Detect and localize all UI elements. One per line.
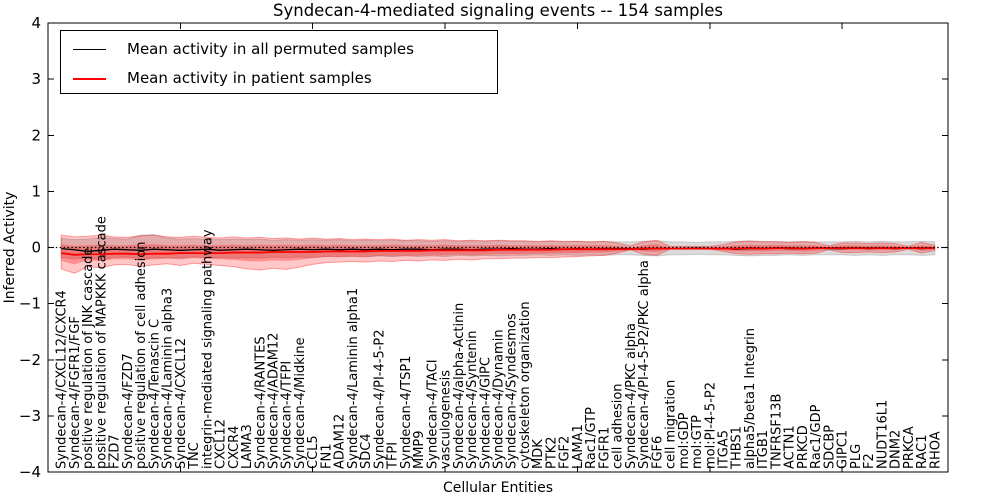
legend-item-label: Mean activity in patient samples (127, 69, 372, 87)
x-tick-label: Syndecan-4/TFPI (280, 361, 295, 469)
y-tick-label: −4 (19, 463, 41, 481)
x-tick-label: Syndecan-4/FZD7 (121, 353, 136, 469)
y-tick-label: 1 (31, 182, 41, 200)
x-tick-label: SDC4 (359, 433, 374, 469)
x-tick-label: THBS1 (730, 426, 745, 470)
x-tick-label: NUDT16L1 (875, 400, 890, 469)
x-tick-label: Syndecan-4/alpha-Actinin (452, 303, 467, 469)
y-tick-label: −1 (19, 295, 41, 313)
legend-item: Mean activity in all permuted samples (73, 35, 497, 64)
x-tick-label: Syndecan-4/FGFR1/FGF (68, 316, 83, 469)
x-tick-label: RAC1 (915, 434, 930, 469)
x-tick-label: Syndecan-4/CXCL12 (174, 338, 189, 469)
y-tick-label: 4 (31, 14, 41, 32)
x-tick-label: Syndecan-4/RANTES (253, 336, 268, 469)
x-tick-label: LAMA1 (571, 424, 586, 469)
x-tick-label: FN1 (319, 444, 334, 469)
x-tick-label: F2 (862, 453, 877, 469)
x-tick-label: positive regulation of MAPKKK cascade (94, 216, 109, 469)
y-axis-label: Inferred Activity (2, 192, 18, 304)
x-tick-label: SDCBP (822, 425, 837, 469)
x-tick-label: TNFRSF13B (769, 394, 784, 470)
x-tick-label: PRKCA (902, 426, 917, 469)
x-tick-label: Syndecan-4/PI-4-5-P2 (372, 329, 387, 469)
x-tick-label: FGF6 (650, 436, 665, 469)
y-tick-label: 2 (31, 126, 41, 144)
x-axis-label: Cellular Entities (443, 480, 553, 496)
legend: Mean activity in all permuted samples Me… (60, 30, 498, 94)
x-tick-label: integrin-mediated signaling pathway (200, 229, 215, 469)
x-tick-label: vasculogenesis (439, 370, 454, 469)
x-tick-label: cell migration (664, 380, 679, 469)
x-tick-label: positive regulation of JNK cascade (81, 248, 96, 469)
x-tick-label: Syndecan-4/Midkine (293, 337, 308, 469)
x-tick-label: PRKCD (796, 425, 811, 469)
x-tick-label: FZD7 (108, 434, 123, 469)
x-tick-label: FGFR1 (597, 427, 612, 469)
x-tick-label: CXCL12 (214, 419, 229, 469)
x-tick-label: Syndecan-4/PKC alpha (624, 323, 639, 469)
x-tick-label: CCL5 (306, 435, 321, 469)
x-tick-label: mol:PI-4-5-P2 (703, 382, 718, 469)
x-tick-label: Syndecan-4/Tenascin C (147, 319, 162, 469)
x-tick-label: Syndecan-4/TSP1 (399, 356, 414, 469)
x-tick-label: ITGB1 (756, 430, 771, 469)
y-tick-label: 0 (31, 239, 41, 257)
x-tick-label: TFPI (386, 442, 401, 470)
x-tick-label: positive regulation of cell adhesion (134, 242, 149, 469)
x-tick-label: Syndecan-4/Syntenin (465, 331, 480, 470)
x-tick-label: GIPC1 (836, 430, 851, 469)
x-tick-label: CXCR4 (227, 426, 242, 469)
x-tick-label: Rac1/GDP (809, 404, 824, 469)
x-tick-label: cytoskeleton organization (518, 301, 533, 469)
x-tick-label: Syndecan-4/PI-4-5-P2/PKC alpha (637, 260, 652, 469)
x-tick-label: Rac1/GTP (584, 407, 599, 469)
legend-line-permuted (73, 49, 106, 50)
x-tick-label: Syndecan-4/CXCL12/CXCR4 (55, 290, 70, 469)
x-tick-label: PTK2 (544, 436, 559, 469)
x-tick-label: FGF2 (558, 436, 573, 469)
x-tick-label: ITGA5 (717, 430, 732, 469)
x-tick-label: Syndecan-4/Laminin alpha3 (161, 288, 176, 469)
x-tick-label: Syndecan-4/Dynamin (492, 329, 507, 469)
x-tick-label: alpha5/beta1 Integrin (743, 328, 758, 469)
x-tick-label: LAMA3 (240, 424, 255, 469)
patient-sample-range-outer-band (60, 234, 936, 274)
x-tick-label: MMP9 (412, 430, 427, 469)
x-tick-label: ADAM12 (333, 414, 348, 469)
x-tick-label: Syndecan-4/TACI (425, 359, 440, 469)
x-tick-label: DNM2 (889, 430, 904, 469)
x-tick-label: Syndecan-4/ADAM12 (267, 333, 282, 469)
x-tick-label: PLG (849, 444, 864, 469)
x-tick-label: Syndecan-4/Laminin alpha1 (346, 288, 361, 469)
legend-item: Mean activity in patient samples (73, 64, 497, 93)
x-tick-label: TNC (187, 442, 202, 470)
legend-item-label: Mean activity in all permuted samples (127, 40, 414, 58)
x-tick-label: Syndecan-4/Syndesmos (505, 313, 520, 469)
y-tick-label: 3 (31, 70, 41, 88)
legend-line-patient (73, 77, 106, 80)
x-tick-label: MDK (531, 439, 546, 469)
x-tick-label: mol:GDP (677, 412, 692, 469)
x-tick-label: RHOA (928, 431, 943, 469)
y-tick-label: −2 (19, 351, 41, 369)
y-tick-label: −3 (19, 407, 41, 425)
x-tick-label: mol:GTP (690, 415, 705, 469)
chart-title: Syndecan-4-mediated signaling events -- … (273, 1, 723, 20)
x-tick-label: Syndecan-4/GIPC (478, 357, 493, 469)
x-tick-label: ACTN1 (783, 425, 798, 469)
chart-graphics: 43210−1−2−3−4Syndecan-4/CXCL12/CXCR4Synd… (19, 14, 949, 481)
x-tick-label: cell adhesion (611, 383, 626, 469)
